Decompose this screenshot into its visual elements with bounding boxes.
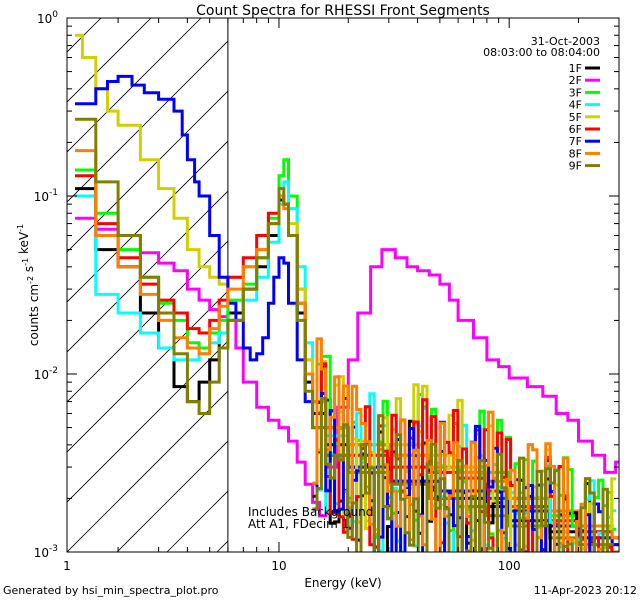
series-line-2F [75, 216, 619, 518]
x-tick-labels: 1 10 100 [63, 559, 520, 573]
x-tick-label: 1 [63, 559, 71, 573]
y-tick-label: 10-3 [34, 544, 58, 560]
hatch-line [617, 0, 640, 552]
y-tick-labels: 100 10-1 10-2 10-3 [34, 10, 59, 560]
y-axis-label: counts cm-2 s-1 keV-1 [16, 224, 41, 346]
x-tick-label: 100 [498, 559, 521, 573]
x-tick-label: 10 [271, 559, 286, 573]
legend-label-7F: 7F [569, 135, 582, 148]
series-noise-9F [312, 397, 617, 552]
annotation-attenuator: Att A1, FDecim 1 [248, 517, 349, 531]
legend-time-range: 08:03:00 to 08:04:00 [483, 46, 600, 59]
hatch-line [67, 40, 228, 203]
legend: 31-Oct-2003 08:03:00 to 08:04:00 1F2F3F4… [483, 35, 600, 173]
footer-timestamp: 11-Apr-2023 20:12 [534, 584, 637, 597]
hatch-line [67, 240, 228, 403]
legend-label-5F: 5F [569, 111, 582, 124]
series-layer [75, 33, 619, 552]
annotation-background: Includes Background [248, 505, 373, 519]
legend-label-2F: 2F [569, 74, 582, 87]
hatch-line [67, 340, 228, 503]
y-tick-label: 10-2 [34, 366, 58, 382]
legend-label-8F: 8F [569, 147, 582, 160]
series-line-9F [75, 117, 619, 552]
hatch-line [67, 190, 228, 353]
legend-label-3F: 3F [569, 86, 582, 99]
series-line-1F [75, 187, 619, 547]
y-tick-label: 10-1 [34, 188, 58, 204]
hatch-line [67, 18, 152, 103]
x-axis-label: Energy (keV) [304, 576, 381, 590]
legend-label-6F: 6F [569, 123, 582, 136]
legend-date: 31-Oct-2003 [531, 35, 600, 48]
hatch-line [67, 390, 228, 552]
y-tick-label: 100 [37, 10, 58, 26]
hatch-line [116, 440, 228, 552]
legend-label-9F: 9F [569, 160, 582, 173]
footer-generator: Generated by hsi_min_spectra_plot.pro [3, 584, 219, 597]
series-noise-3F [312, 354, 617, 552]
legend-label-4F: 4F [569, 99, 582, 112]
axis-ticks [67, 17, 620, 553]
legend-label-1F: 1F [569, 62, 582, 75]
hatch-line [0, 0, 77, 552]
chart-title: Count Spectra for RHESSI Front Segments [196, 3, 490, 19]
plot-frame [66, 17, 620, 553]
